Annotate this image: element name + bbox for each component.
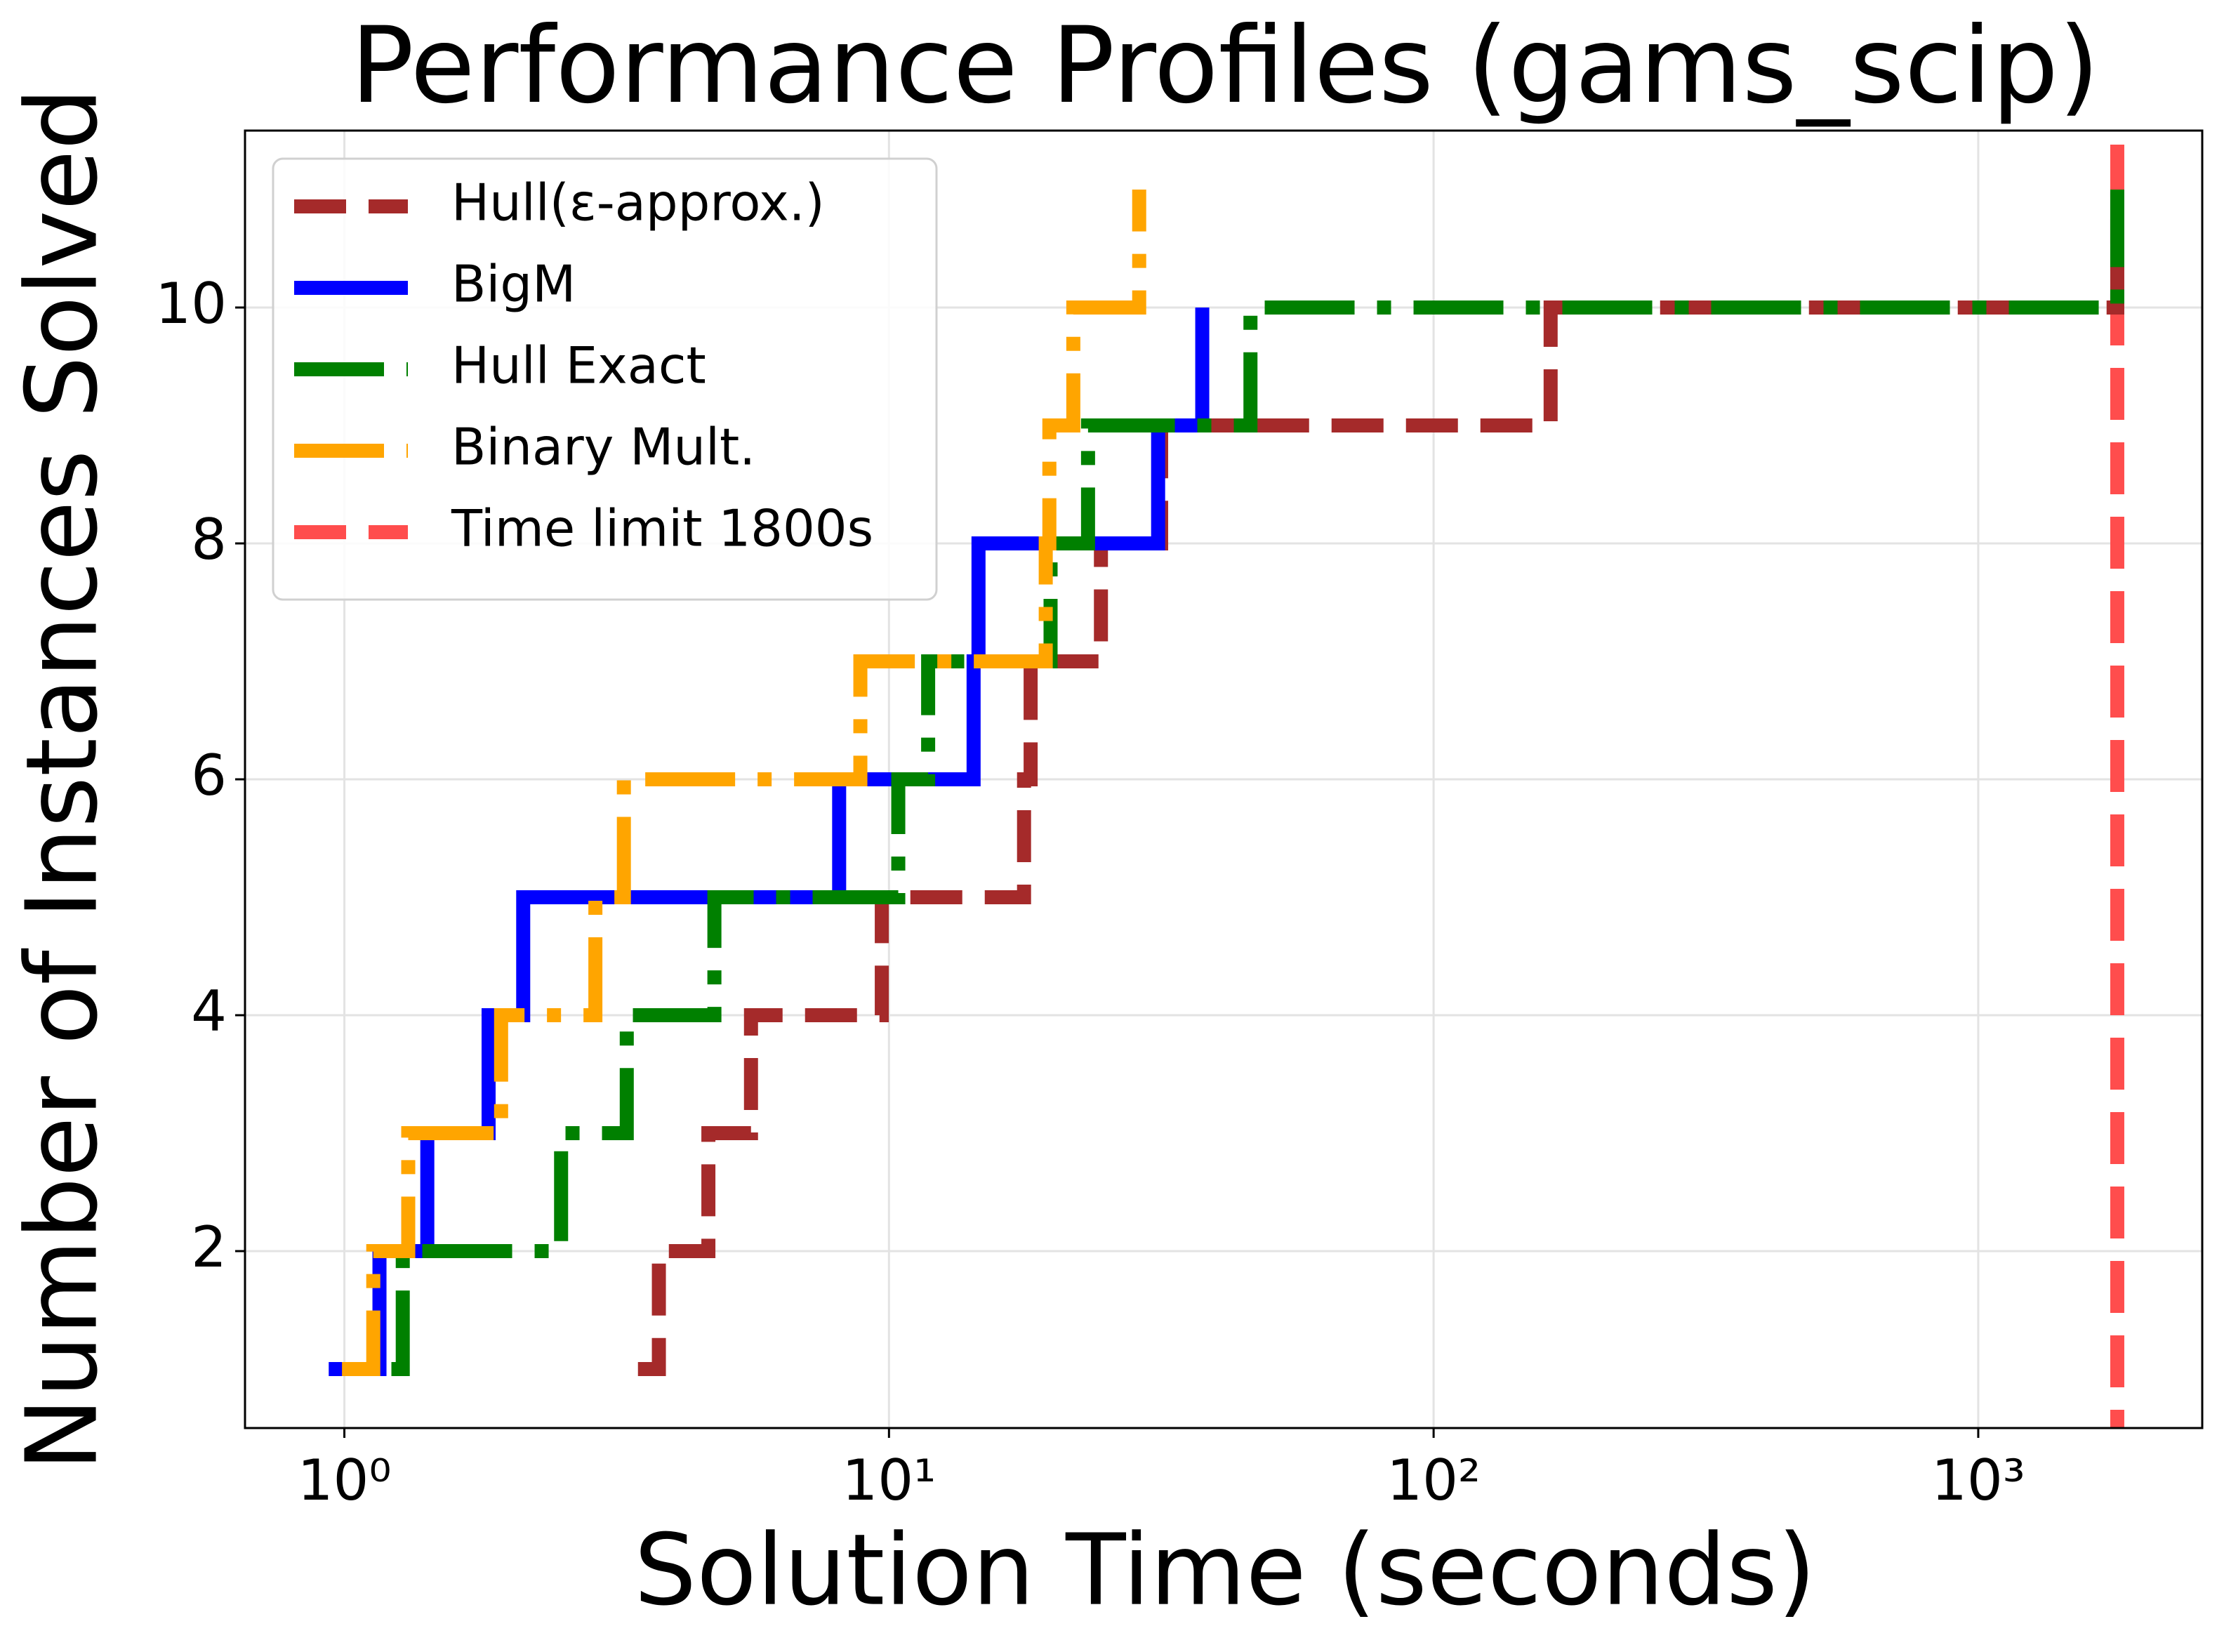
x-tick-label: 10¹	[842, 1448, 936, 1513]
plot-frame	[244, 129, 2204, 1429]
y-tick-label: 10	[155, 271, 227, 336]
y-tick-label: 8	[191, 507, 227, 572]
legend-box	[272, 157, 938, 601]
legend: Hull(ε-approx.) BigM Hull Exact Binary Mult…	[272, 157, 938, 601]
legend-label: Binary Mult.	[451, 418, 755, 477]
x-axis-label: Solution Time (seconds)	[634, 1514, 1815, 1628]
series-line	[342, 190, 1146, 1376]
series-line	[637, 190, 2124, 1376]
x-tick-label: 10³	[1931, 1448, 2025, 1513]
y-tick-label: 4	[191, 979, 227, 1044]
legend-label: Hull(ε-approx.)	[451, 173, 825, 232]
x-tick-label: 10⁰	[298, 1448, 392, 1513]
y-tick-label: 2	[191, 1215, 227, 1280]
legend-label: Hull Exact	[451, 336, 706, 395]
legend-label: BigM	[451, 255, 576, 314]
chart-title: Performance Profiles (gams_scip)	[350, 5, 2099, 127]
y-axis-label: Number of Instances Solved	[6, 88, 120, 1472]
x-tick-label: 10²	[1386, 1448, 1481, 1513]
series-line	[391, 190, 2124, 1376]
legend-label: Time limit 1800s	[451, 499, 873, 558]
y-tick-label: 6	[191, 743, 227, 808]
